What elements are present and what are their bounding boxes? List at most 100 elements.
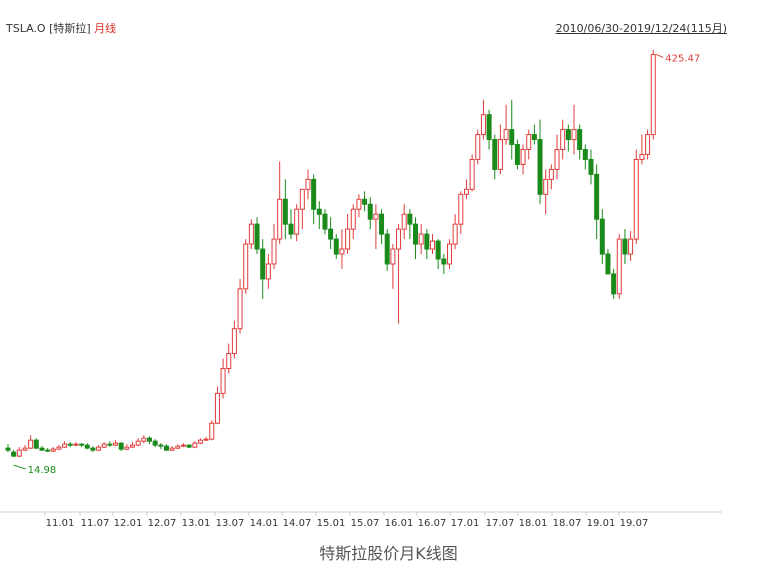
- candle-body: [220, 368, 226, 394]
- candle-body: [577, 129, 583, 151]
- candle-body: [56, 446, 62, 450]
- x-tick-label: 13.01: [182, 518, 211, 529]
- candle-body: [90, 447, 96, 451]
- candle-body: [514, 144, 520, 165]
- candle-body: [367, 203, 373, 220]
- candle-body: [424, 233, 430, 250]
- candle-body: [282, 198, 288, 225]
- candle-body: [113, 442, 119, 446]
- candle-body: [84, 444, 90, 449]
- candle-body: [435, 240, 441, 260]
- candle-body: [356, 198, 362, 210]
- candle-body: [441, 258, 447, 265]
- min-value-label: 14.98: [28, 465, 57, 476]
- stock-name-label: [特斯拉]: [49, 22, 91, 35]
- candle-body: [396, 228, 402, 250]
- candle-body: [260, 248, 266, 280]
- x-tick-label: 17.01: [451, 518, 480, 529]
- candle-body: [5, 447, 11, 451]
- candle-body: [163, 445, 169, 451]
- candle-body: [565, 129, 571, 141]
- candle-body: [639, 153, 645, 160]
- candle-body: [45, 449, 51, 452]
- candle-body: [152, 440, 158, 446]
- candle-body: [616, 238, 622, 295]
- min-pointer: [13, 464, 26, 470]
- date-range-label[interactable]: 2010/06/30-2019/12/24(115月): [555, 22, 727, 35]
- candle-body: [333, 238, 339, 255]
- candle-body: [311, 178, 317, 210]
- candle-body: [413, 223, 419, 245]
- candle-body: [537, 139, 543, 195]
- candle-body: [645, 134, 651, 155]
- candle-body: [226, 353, 232, 369]
- candle-body: [373, 213, 379, 220]
- candle-body: [362, 198, 368, 205]
- candle-body: [588, 158, 594, 175]
- x-tick-label: 16.07: [418, 518, 447, 529]
- candle-body: [452, 223, 458, 245]
- candle-body: [107, 443, 113, 446]
- chart-header-title: TSLA.O [特斯拉] 月线: [6, 20, 116, 36]
- candle-body: [526, 134, 532, 150]
- x-tick-label: 18.07: [553, 518, 582, 529]
- candle-body: [96, 446, 102, 451]
- candle-body: [520, 149, 526, 165]
- candle-body: [271, 238, 277, 265]
- x-tick-label: 12.01: [114, 518, 143, 529]
- candle-body: [73, 443, 79, 446]
- candle-body: [203, 438, 209, 441]
- candle-body: [305, 178, 311, 190]
- candle-body: [16, 449, 22, 457]
- candle-body: [509, 129, 515, 146]
- candle-body: [118, 442, 124, 450]
- candle-body: [633, 158, 639, 240]
- candle-body: [497, 139, 503, 170]
- ticker-label: TSLA.O: [6, 22, 46, 35]
- x-tick-label: 11.01: [46, 518, 75, 529]
- candle-body: [169, 447, 175, 451]
- candle-body: [62, 443, 68, 448]
- candle-body: [277, 198, 283, 240]
- candle-body: [605, 253, 611, 275]
- max-value-label: 425.47: [665, 53, 700, 64]
- candle-body: [265, 263, 271, 280]
- x-tick-label: 11.07: [81, 518, 110, 529]
- x-tick-label: 16.01: [385, 518, 414, 529]
- candle-body: [548, 168, 554, 180]
- chart-caption: 特斯拉股价月K线图: [319, 544, 458, 563]
- candle-body: [67, 443, 73, 446]
- candle-body: [237, 288, 243, 330]
- candle-body: [175, 445, 181, 449]
- candle-body: [486, 114, 492, 141]
- candle-body: [339, 248, 345, 255]
- candle-body: [469, 158, 475, 190]
- candle-body: [33, 439, 39, 449]
- candle-body: [135, 440, 141, 446]
- x-tick-label: 14.07: [283, 518, 312, 529]
- candle-body: [475, 134, 481, 160]
- candle-body: [322, 213, 328, 230]
- candle-body: [345, 228, 351, 250]
- candle-body: [430, 240, 435, 250]
- candle-body: [214, 392, 220, 424]
- candle-body: [543, 178, 549, 195]
- x-tick-label: 18.01: [519, 518, 548, 529]
- candle-body: [39, 447, 45, 451]
- candle-body: [101, 443, 107, 448]
- candle-body: [147, 437, 152, 442]
- candle-body: [463, 188, 469, 195]
- candle-body: [141, 437, 147, 442]
- candle-body: [384, 233, 390, 265]
- candle-body: [599, 218, 605, 255]
- candle-body: [22, 447, 28, 451]
- candle-body: [379, 213, 385, 235]
- candle-body: [209, 422, 215, 440]
- candle-body: [582, 149, 588, 160]
- candle-body: [316, 208, 322, 215]
- x-tick-label: 17.07: [486, 518, 515, 529]
- x-tick-label: 19.01: [587, 518, 616, 529]
- x-tick-label: 15.01: [317, 518, 346, 529]
- x-tick-label: 15.07: [351, 518, 380, 529]
